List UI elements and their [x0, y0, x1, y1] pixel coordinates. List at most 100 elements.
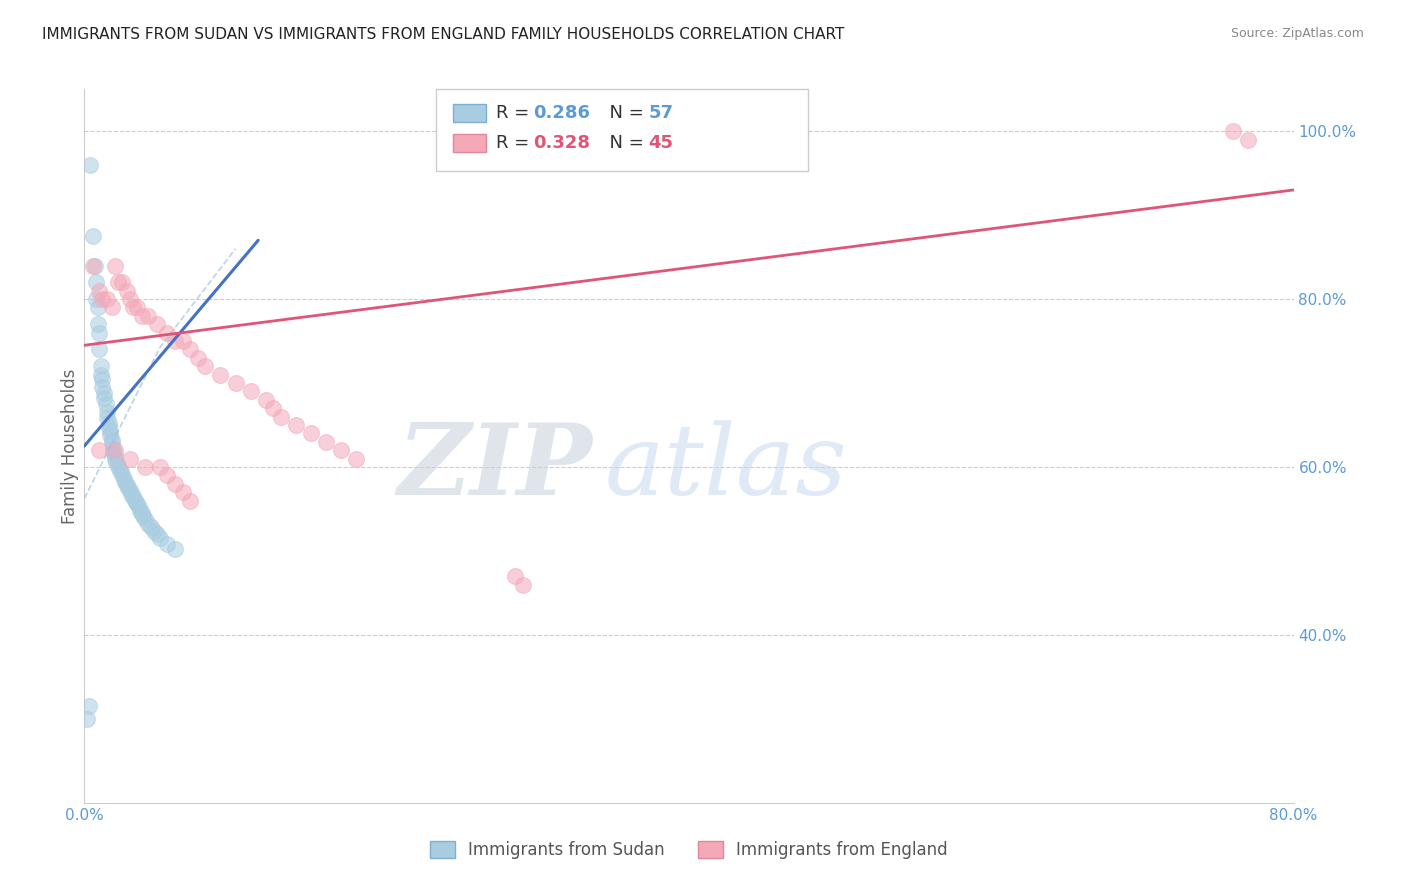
Point: [125, 495, 148, 509]
Point: [127, 301, 149, 315]
Point: [101, 442, 124, 456]
Point: [93, 386, 115, 401]
Point: [330, 443, 353, 458]
Point: [87, 318, 110, 332]
Point: [142, 524, 165, 538]
Point: [89, 284, 111, 298]
Point: [127, 497, 149, 511]
Text: 0.328: 0.328: [533, 134, 591, 152]
Point: [239, 384, 262, 399]
Point: [86, 292, 108, 306]
Point: [209, 368, 232, 382]
Point: [179, 493, 201, 508]
Text: ZIP: ZIP: [398, 419, 592, 516]
Point: [84, 259, 107, 273]
Text: 57: 57: [648, 104, 673, 122]
Point: [156, 326, 179, 340]
Point: [194, 359, 217, 374]
Point: [91, 380, 114, 394]
Point: [89, 326, 111, 340]
Point: [86, 275, 108, 289]
Point: [112, 472, 135, 486]
Point: [165, 334, 187, 348]
Point: [93, 391, 115, 405]
Point: [146, 527, 169, 541]
Point: [96, 292, 118, 306]
Point: [156, 468, 179, 483]
Point: [225, 376, 247, 390]
Point: [89, 443, 111, 458]
Point: [104, 443, 127, 458]
Point: [98, 424, 121, 438]
Point: [134, 460, 156, 475]
Point: [110, 464, 132, 478]
Text: IMMIGRANTS FROM SUDAN VS IMMIGRANTS FROM ENGLAND FAMILY HOUSEHOLDS CORRELATION C: IMMIGRANTS FROM SUDAN VS IMMIGRANTS FROM…: [42, 27, 845, 42]
Point: [101, 445, 124, 459]
Point: [115, 284, 138, 298]
Point: [139, 520, 162, 534]
Point: [90, 368, 112, 382]
Point: [172, 334, 194, 348]
Point: [96, 411, 118, 425]
Point: [91, 292, 114, 306]
Point: [131, 506, 153, 520]
Point: [512, 577, 534, 591]
Point: [111, 275, 134, 289]
Point: [149, 460, 172, 475]
Text: 45: 45: [648, 134, 673, 152]
Point: [104, 451, 127, 466]
Point: [94, 397, 117, 411]
Text: R =: R =: [496, 134, 536, 152]
Point: [121, 489, 143, 503]
Point: [165, 476, 187, 491]
Point: [131, 309, 153, 323]
Point: [97, 419, 120, 434]
Point: [89, 343, 111, 357]
Point: [87, 301, 110, 315]
Point: [172, 485, 194, 500]
Point: [503, 569, 526, 583]
Legend: Immigrants from Sudan, Immigrants from England: Immigrants from Sudan, Immigrants from E…: [423, 834, 955, 866]
Point: [100, 301, 122, 315]
Point: [132, 508, 155, 523]
Point: [100, 436, 122, 450]
Point: [111, 468, 134, 483]
Point: [82, 229, 104, 244]
Point: [270, 409, 292, 424]
Point: [115, 478, 138, 492]
Text: N =: N =: [598, 134, 650, 152]
Y-axis label: Family Households: Family Households: [60, 368, 79, 524]
Point: [165, 542, 187, 557]
Text: Source: ZipAtlas.com: Source: ZipAtlas.com: [1230, 27, 1364, 40]
Point: [104, 448, 127, 462]
Point: [107, 458, 129, 473]
Point: [97, 417, 120, 431]
Point: [1222, 124, 1244, 138]
Point: [128, 500, 150, 515]
Point: [179, 343, 201, 357]
Point: [129, 503, 152, 517]
Point: [346, 451, 368, 466]
Point: [187, 351, 209, 365]
Point: [77, 699, 100, 714]
Point: [136, 309, 159, 323]
Point: [120, 487, 142, 501]
Point: [118, 451, 141, 466]
Point: [98, 428, 121, 442]
Point: [136, 517, 159, 532]
Point: [79, 158, 101, 172]
Point: [96, 405, 118, 419]
Point: [262, 401, 284, 416]
Point: [134, 512, 156, 526]
Text: R =: R =: [496, 104, 536, 122]
Point: [254, 392, 277, 407]
Point: [90, 359, 112, 374]
Point: [82, 259, 104, 273]
Point: [1237, 132, 1260, 146]
Point: [299, 426, 322, 441]
Point: [105, 455, 128, 469]
Point: [121, 301, 143, 315]
Point: [285, 417, 308, 432]
Point: [146, 318, 169, 332]
Text: atlas: atlas: [605, 420, 846, 515]
